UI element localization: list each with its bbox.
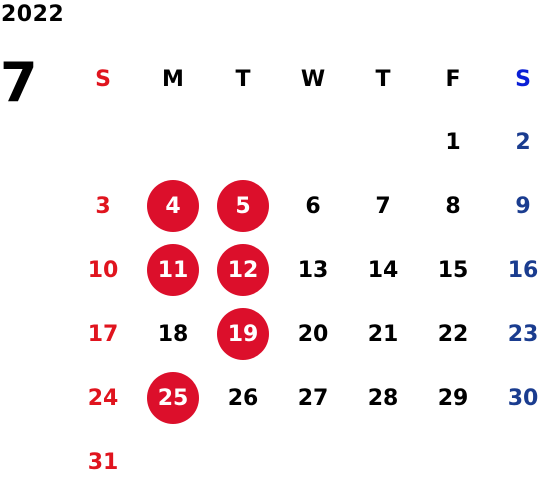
weekday-header-tuesday: T <box>235 66 251 92</box>
weekday-header-friday: F <box>445 66 461 92</box>
day-cell: 10 <box>87 257 119 283</box>
day-cell: 18 <box>157 321 189 347</box>
day-cell: 22 <box>437 321 469 347</box>
day-cell: 30 <box>507 385 539 411</box>
day-cell: 16 <box>507 257 539 283</box>
day-cell: 17 <box>87 321 119 347</box>
day-cell-highlighted: 11 <box>138 238 208 302</box>
day-cell <box>208 110 278 174</box>
day-cell: 15 <box>437 257 469 283</box>
day-cell: 14 <box>367 257 399 283</box>
calendar-month: 7 <box>0 51 38 114</box>
day-cell: 3 <box>95 193 111 219</box>
day-cell: 7 <box>375 193 391 219</box>
calendar-year: 2022 <box>1 2 65 27</box>
day-cell: 24 <box>87 385 119 411</box>
day-cell <box>348 430 418 494</box>
day-cell <box>68 110 138 174</box>
day-cell <box>278 110 348 174</box>
day-cell <box>208 430 278 494</box>
day-cell: 31 <box>87 449 119 475</box>
day-cell: 27 <box>297 385 329 411</box>
weekday-header-saturday: S <box>515 66 531 92</box>
day-cell <box>348 110 418 174</box>
day-cell: 9 <box>515 193 531 219</box>
day-cell: 1 <box>445 129 461 155</box>
weekday-header-monday: M <box>162 66 184 92</box>
day-cell-highlighted: 12 <box>208 238 278 302</box>
day-cell: 28 <box>367 385 399 411</box>
day-cell: 20 <box>297 321 329 347</box>
day-cell: 23 <box>507 321 539 347</box>
day-cell-highlighted: 25 <box>138 366 208 430</box>
day-cell <box>278 430 348 494</box>
day-cell-highlighted: 19 <box>208 302 278 366</box>
day-cell: 21 <box>367 321 399 347</box>
day-cell <box>488 430 548 494</box>
day-cell-highlighted: 5 <box>208 174 278 238</box>
weekday-header-thursday: T <box>375 66 391 92</box>
day-cell: 26 <box>227 385 259 411</box>
day-cell: 2 <box>515 129 531 155</box>
weekday-header-sunday: S <box>95 66 111 92</box>
day-cell <box>418 430 488 494</box>
calendar-grid: S M T W T F S 1 2 3 4 5 6 7 8 9 10 11 12… <box>68 48 548 494</box>
day-cell-highlighted: 4 <box>138 174 208 238</box>
day-cell: 13 <box>297 257 329 283</box>
weekday-header-wednesday: W <box>300 66 326 92</box>
day-cell: 6 <box>305 193 321 219</box>
day-cell <box>138 110 208 174</box>
day-cell: 8 <box>445 193 461 219</box>
day-cell <box>138 430 208 494</box>
day-cell: 29 <box>437 385 469 411</box>
